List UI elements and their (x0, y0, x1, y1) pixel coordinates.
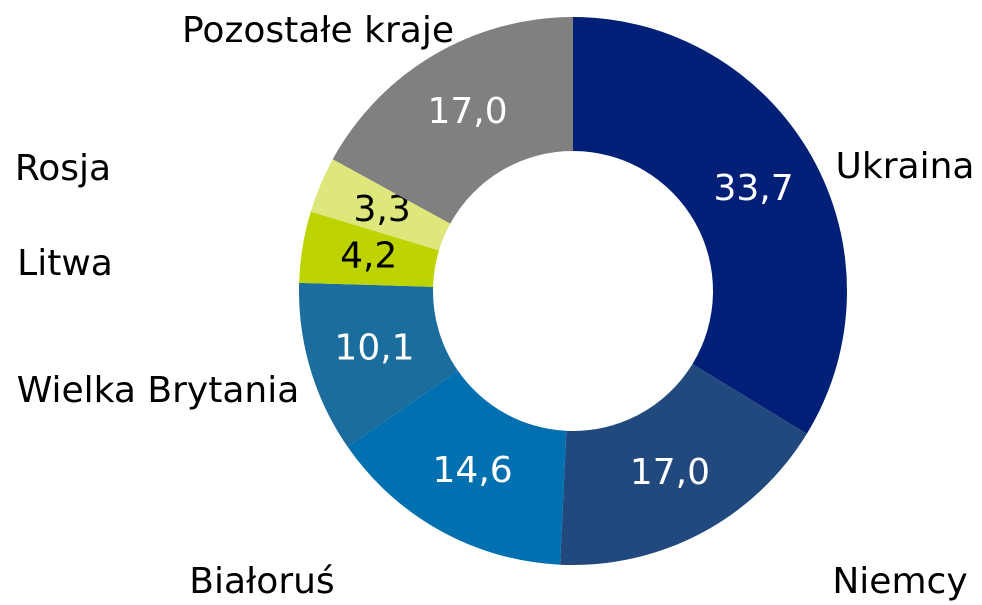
category-label: Pozostałe kraje (182, 10, 454, 51)
category-label: Ukraina (836, 146, 975, 187)
value-label: 10,1 (334, 328, 414, 369)
category-label: Niemcy (832, 561, 967, 602)
category-label: Białoruś (189, 561, 334, 602)
donut-slice (299, 211, 440, 287)
donut-slice (573, 17, 847, 434)
donut-slice (332, 17, 573, 224)
value-label: 17,0 (427, 91, 507, 132)
donut-slice (299, 282, 458, 447)
donut-slice (347, 370, 567, 565)
category-label: Litwa (17, 243, 113, 284)
value-label: 14,6 (433, 450, 513, 491)
donut-slice (560, 364, 807, 565)
value-label: 4,2 (340, 236, 397, 277)
category-label: Rosja (15, 148, 111, 189)
value-label: 17,0 (630, 452, 710, 493)
value-label: 33,7 (713, 168, 793, 209)
category-label: Wielka Brytania (17, 370, 300, 411)
donut-slice (310, 159, 451, 251)
